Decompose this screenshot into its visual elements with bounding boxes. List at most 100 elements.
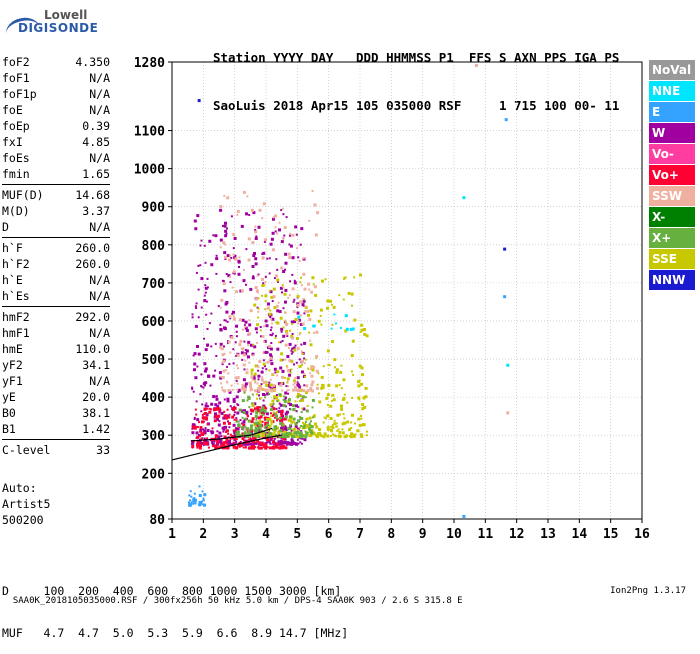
echo-point-e	[202, 497, 205, 500]
echo-point-ssw	[243, 386, 246, 389]
echo-point-w	[270, 342, 273, 344]
echo-point-sse	[324, 278, 327, 281]
echo-point-ssw	[222, 369, 226, 373]
echo-point-ssw	[297, 319, 300, 322]
echo-point-sse	[311, 429, 314, 431]
echo-point-sse	[317, 372, 320, 375]
echo-point-sse	[307, 313, 310, 317]
echo-point-sse	[341, 428, 344, 431]
echo-point-sse	[354, 434, 357, 437]
echo-point-sse	[340, 407, 344, 411]
echo-point-sse	[283, 292, 287, 296]
echo-point-ssw	[311, 380, 315, 384]
echo-point-vo-	[280, 410, 284, 414]
echo-point-w	[195, 431, 199, 435]
param-row: yF1 N/A	[2, 373, 110, 389]
echo-point-w	[222, 430, 225, 433]
echo-point-sse	[359, 433, 363, 437]
echo-point-e	[198, 485, 201, 488]
echo-point-ssw	[297, 389, 300, 393]
echo-point-w	[292, 300, 295, 303]
echo-point-w	[192, 354, 195, 357]
echo-point-vo-	[202, 416, 205, 420]
echo-point-w	[222, 427, 226, 431]
echo-point-e	[201, 500, 203, 503]
echo-point-sse	[360, 323, 364, 327]
echo-point-sse	[328, 364, 331, 367]
echo-point-ssw	[219, 205, 223, 208]
echo-point-ssw	[238, 343, 242, 347]
echo-point-vo-	[276, 446, 279, 449]
echo-point-e	[190, 501, 193, 504]
echo-point-ssw	[230, 336, 234, 340]
echo-point-ssw	[292, 383, 295, 386]
echo-point-w	[239, 419, 242, 422]
echo-point-w	[244, 326, 248, 330]
param-separator	[2, 439, 110, 440]
echo-point-w	[248, 323, 252, 327]
echo-point-sse	[289, 371, 292, 374]
echo-point-vo-	[214, 446, 218, 449]
echo-point-vo-	[228, 413, 231, 416]
echo-point-x-	[255, 418, 258, 421]
echo-point-vo-	[212, 408, 216, 412]
echo-point-w	[264, 350, 268, 354]
echo-point-w	[223, 224, 227, 228]
echo-point-sse	[287, 399, 291, 403]
echo-point-w	[204, 286, 208, 290]
echo-point-sse	[320, 386, 324, 390]
echo-point-w	[214, 369, 217, 372]
echo-point-ssw	[242, 328, 244, 331]
echo-point-x-	[288, 415, 292, 419]
echo-point-vo-	[205, 442, 209, 446]
echo-point-w	[282, 307, 285, 310]
echo-point-x-	[295, 433, 298, 436]
echo-point-w	[243, 340, 246, 343]
echo-point-w	[193, 423, 196, 426]
echo-point-vo-	[233, 418, 236, 421]
echo-point-w	[293, 320, 297, 324]
echo-point-vo-	[213, 419, 217, 423]
param-row: foEp 0.39	[2, 118, 110, 134]
param-row: h`E N/A	[2, 272, 110, 288]
echo-point-w	[225, 232, 228, 235]
echo-point-sse	[327, 363, 330, 366]
echo-point-x-	[274, 413, 277, 416]
echo-point-sse	[316, 383, 319, 386]
echo-point-sse	[294, 400, 297, 403]
echo-point-x-	[249, 427, 253, 431]
echo-point-w	[224, 234, 228, 238]
echo-point-x-	[259, 424, 263, 427]
param-value: 14.68	[75, 188, 110, 202]
echo-point-w	[232, 348, 235, 351]
echo-point-w	[222, 416, 226, 420]
echo-point-w	[210, 263, 214, 267]
echo-point-x-	[276, 400, 279, 402]
echo-point-w	[284, 396, 287, 399]
echo-point-w	[242, 279, 246, 283]
echo-point-sse	[326, 427, 330, 431]
echo-point-x-	[235, 420, 238, 423]
param-row: h`F 260.0	[2, 240, 110, 256]
echo-point-sse	[315, 435, 318, 438]
echo-point-w	[288, 373, 292, 377]
echo-point-sse	[290, 420, 294, 424]
echo-point-x-	[304, 435, 308, 439]
echo-point-vo-	[222, 441, 226, 445]
echo-point-x-	[254, 435, 257, 438]
echo-point-vo-	[229, 433, 232, 436]
echo-point-w	[257, 225, 261, 229]
echo-point-x-	[304, 396, 307, 399]
echo-point-w	[259, 326, 262, 328]
echo-point-x-	[291, 435, 294, 439]
echo-point-ssw	[251, 378, 254, 381]
legend-item-x-: X-	[649, 207, 695, 227]
echo-point-vo-	[242, 423, 246, 427]
echo-point-vo-	[264, 443, 268, 447]
echo-point-w	[275, 394, 278, 396]
echo-point-ssw	[288, 294, 291, 297]
param-value: 4.85	[82, 135, 110, 149]
x-tick-label: 3	[231, 527, 239, 542]
echo-point-sse	[330, 303, 333, 306]
echo-point-sse	[279, 358, 283, 362]
